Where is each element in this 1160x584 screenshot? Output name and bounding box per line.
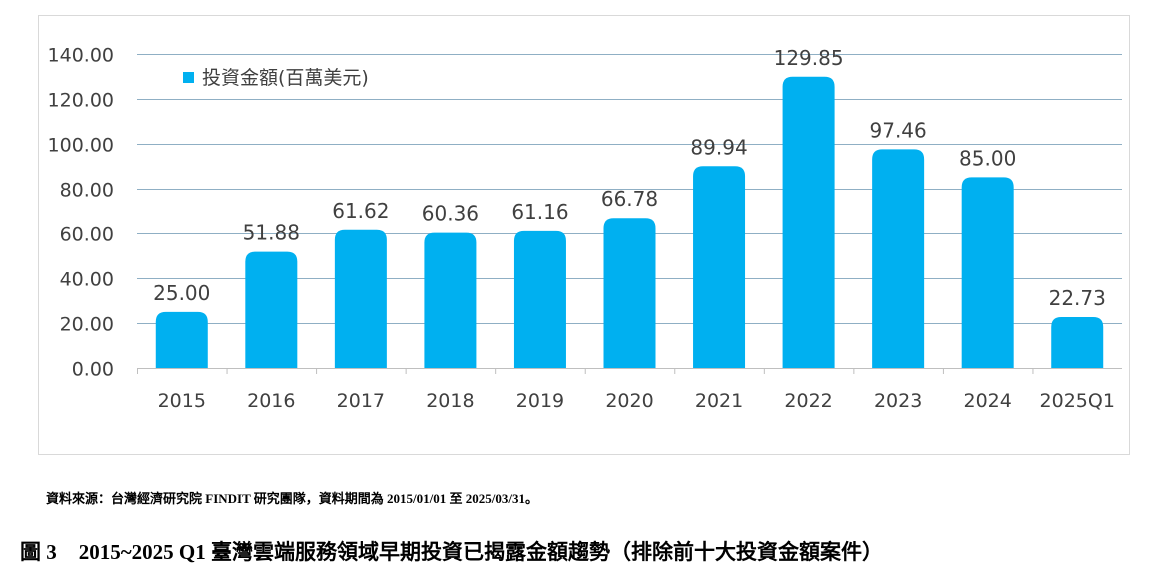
- data-label: 22.73: [1049, 286, 1106, 310]
- chart-frame: [38, 15, 1130, 455]
- data-label: 60.36: [422, 202, 479, 226]
- y-tick-label: 80.00: [60, 180, 114, 202]
- y-tick-label: 100.00: [48, 135, 114, 157]
- y-tick-label: 140.00: [48, 45, 114, 67]
- data-label: 66.78: [601, 187, 658, 211]
- bar: [513, 230, 566, 368]
- legend-swatch: [183, 72, 194, 83]
- figure-title: 2015~2025 Q1 臺灣雲端服務領域早期投資已揭露金額趨勢（排除前十大投資…: [78, 540, 884, 564]
- data-label: 61.62: [332, 199, 389, 223]
- x-tick-label: 2018: [426, 390, 474, 412]
- bar: [872, 149, 925, 368]
- data-label: 51.88: [243, 221, 300, 245]
- figure-number: 圖 3: [20, 540, 57, 564]
- data-label: 85.00: [959, 146, 1016, 170]
- x-tick-label: 2021: [695, 390, 743, 412]
- y-tick-label: 60.00: [60, 224, 114, 246]
- y-tick-label: 120.00: [48, 90, 114, 112]
- bar: [693, 166, 746, 368]
- x-tick-label: 2016: [247, 390, 295, 412]
- bar: [155, 311, 208, 368]
- data-label: 61.16: [511, 200, 568, 224]
- bar: [245, 251, 298, 368]
- x-tick-label: 2015: [158, 390, 206, 412]
- bar: [424, 232, 477, 368]
- data-label: 25.00: [153, 281, 210, 305]
- data-label: 97.46: [870, 118, 927, 142]
- y-tick-label: 40.00: [60, 269, 114, 291]
- x-tick-label: 2024: [964, 390, 1012, 412]
- legend: 投資金額(百萬美元): [183, 67, 369, 89]
- bar: [961, 177, 1014, 368]
- x-tick-label: 2025Q1: [1040, 390, 1115, 412]
- x-tick-label: 2022: [784, 390, 832, 412]
- bar: [334, 229, 387, 368]
- data-label: 129.85: [774, 46, 844, 70]
- figure-caption: 圖 3 2015~2025 Q1 臺灣雲端服務領域早期投資已揭露金額趨勢（排除前十…: [20, 536, 883, 566]
- legend-label: 投資金額(百萬美元): [202, 67, 369, 89]
- source-note: 資料來源：台灣經濟研究院 FINDIT 研究團隊，資料期間為 2015/01/0…: [46, 491, 538, 506]
- x-tick-label: 2019: [516, 390, 564, 412]
- x-tick-label: 2020: [605, 390, 653, 412]
- x-tick-label: 2017: [337, 390, 385, 412]
- bar: [782, 76, 835, 368]
- y-tick-label: 0.00: [72, 359, 114, 381]
- data-label: 89.94: [690, 135, 747, 159]
- y-tick-label: 20.00: [60, 314, 114, 336]
- bar: [1051, 317, 1104, 368]
- bar: [603, 218, 656, 368]
- x-tick-label: 2023: [874, 390, 922, 412]
